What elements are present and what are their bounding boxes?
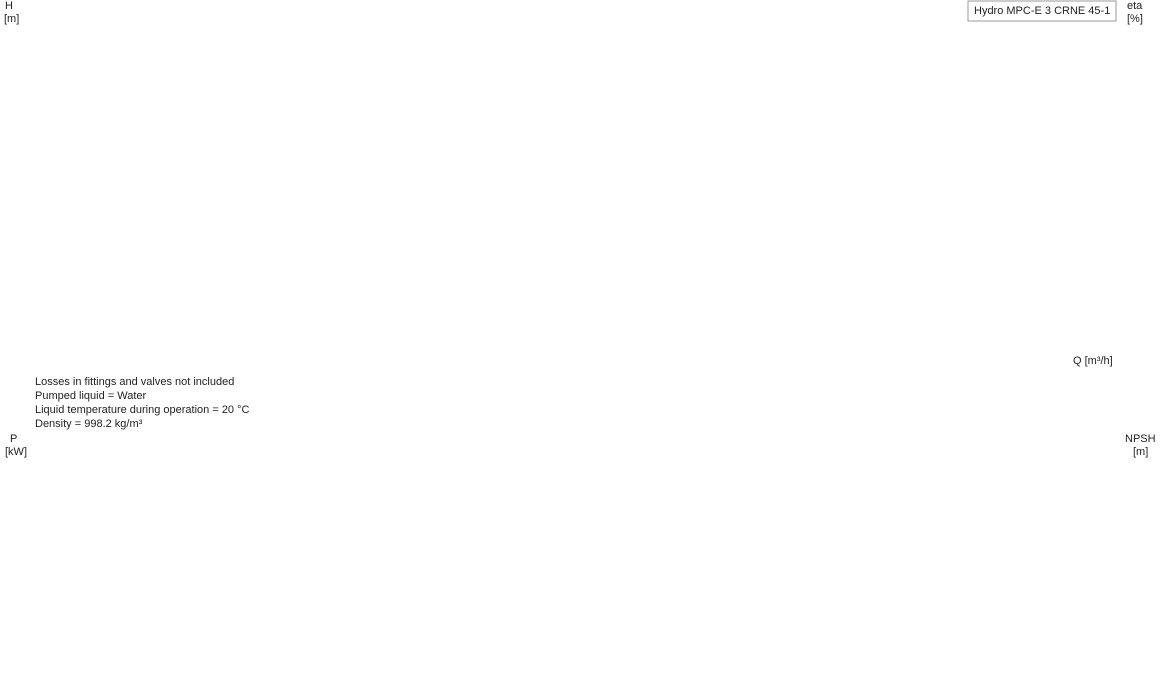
y2-unit: [%] [1127, 13, 1143, 25]
y2-label: eta [1127, 0, 1143, 12]
y-label: H [5, 0, 13, 12]
x-label: Q [m³/h] [1073, 355, 1113, 367]
y-unit: [m] [4, 13, 19, 25]
note: Pumped liquid = Water [35, 390, 147, 402]
label-box [967, 0, 1117, 22]
labels: Hydro MPC-E 3 CRNE 45-1 H [m] eta [%] Q … [4, 0, 1156, 458]
note: Liquid temperature during operation = 20… [35, 404, 250, 416]
y2-label: NPSH [1125, 433, 1156, 445]
y-unit: [kW] [5, 446, 27, 458]
note: Losses in fittings and valves not includ… [35, 376, 234, 388]
note: Density = 998.2 kg/m³ [35, 418, 143, 430]
y-label: P [10, 433, 17, 445]
y2-unit: [m] [1133, 446, 1148, 458]
label-box-text: Hydro MPC-E 3 CRNE 45-1 [974, 5, 1110, 17]
